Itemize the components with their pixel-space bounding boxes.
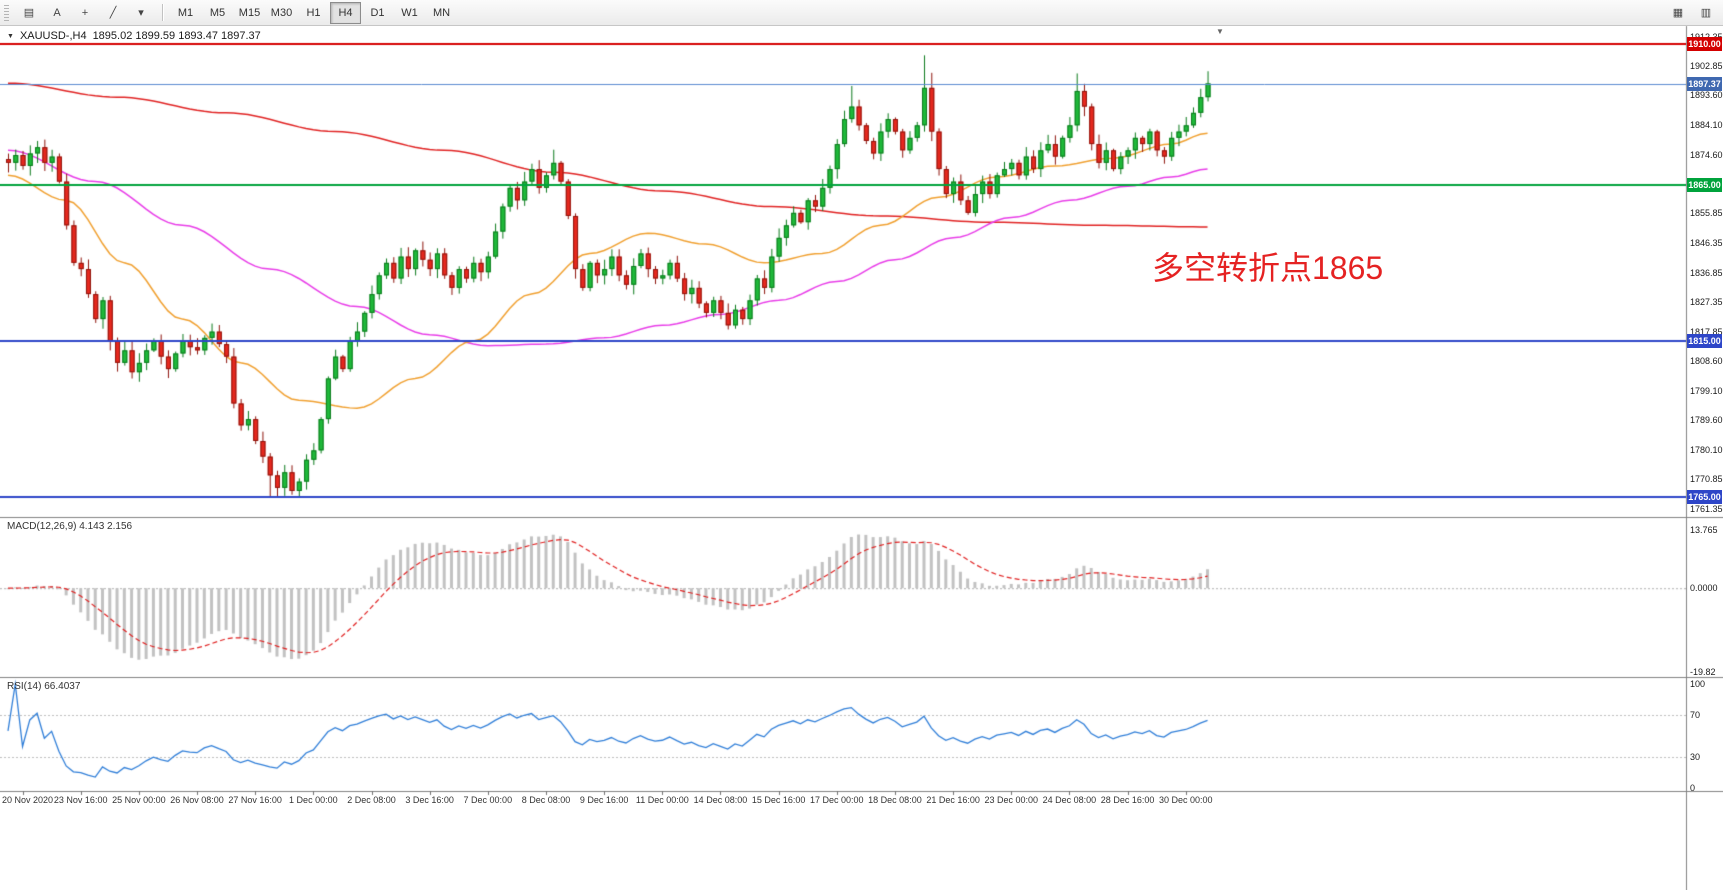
price-axis-label: 1855.85 [1690, 208, 1723, 219]
timeframe-m1[interactable]: M1 [177, 6, 194, 19]
price-badge-1865.00: 1865.00 [1687, 177, 1722, 192]
price-axis-label: 1799.10 [1690, 385, 1723, 396]
macd-axis-label: -19.82 [1690, 666, 1716, 677]
timeframe-group: M1 M5 M15 M30 H1 H4 D1 W1 MN [170, 1, 457, 24]
rsi-indicator-label: RSI(14) 66.4037 [7, 681, 81, 692]
price-axis-label: 1902.85 [1690, 61, 1723, 72]
timeframe-h1[interactable]: H1 [306, 6, 321, 19]
time-axis-label: 23 Dec 00:00 [984, 795, 1039, 805]
time-axis-label: 27 Nov 16:00 [228, 795, 282, 805]
annotation-text: 多空转折点1865 [1152, 250, 1384, 286]
chart-header: ▼ XAUUSD-,H4 1895.02 1899.59 1893.47 189… [7, 30, 261, 42]
macd-indicator-label: MACD(12,26,9) 4.143 2.156 [7, 521, 133, 532]
symbol-dropdown-icon[interactable]: ▼ [7, 32, 14, 40]
price-axis-label: 1780.10 [1690, 445, 1723, 456]
chart-ohlc-values: 1895.02 1899.59 1893.47 1897.37 [92, 30, 261, 42]
time-axis-label: 24 Dec 08:00 [1042, 795, 1097, 805]
price-axis-label: 1846.35 [1690, 237, 1723, 248]
time-axis-label: 18 Dec 08:00 [868, 795, 922, 805]
price-axis-label: 1827.35 [1690, 297, 1723, 308]
time-axis-label: 7 Dec 00:00 [463, 795, 513, 805]
timeframe-mn[interactable]: MN [432, 6, 451, 19]
price-axis-label: 1884.10 [1690, 120, 1723, 130]
price-axis-label: 1817.85 [1690, 327, 1723, 338]
price-badge-1910.00: 1910.00 [1687, 37, 1722, 52]
time-axis-label: 3 Dec 16:00 [405, 795, 454, 805]
timeframe-m30[interactable]: M30 [270, 6, 293, 19]
rsi-axis-label: 30 [1690, 751, 1701, 762]
toolbar-left-icons: ▤ A + ╱ ▾ [15, 2, 155, 24]
price-axis-label: 1770.85 [1690, 473, 1723, 484]
time-axis-label: 23 Nov 16:00 [53, 795, 108, 805]
timeframe-d1[interactable]: D1 [370, 6, 385, 19]
rsi-axis-label: 70 [1690, 710, 1701, 721]
time-axis-label: 8 Dec 08:00 [521, 795, 571, 805]
time-axis-label: 25 Nov 00:00 [112, 795, 166, 805]
rsi-axis-label: 100 [1690, 679, 1706, 689]
price-axis-label: 1912.35 [1690, 32, 1723, 42]
time-axis-label: 14 Dec 08:00 [693, 795, 748, 805]
time-axis-label: 28 Dec 16:00 [1100, 795, 1155, 805]
price-axis-label: 1836.85 [1690, 267, 1723, 278]
chart-shift-marker-icon[interactable]: ▼ [1216, 27, 1224, 36]
price-badge-1897.37: 1897.37 [1687, 76, 1722, 91]
time-axis-label: 20 Nov 2020 [2, 795, 54, 805]
toolbar-separator [162, 4, 163, 21]
tile-windows-icon[interactable]: ▦ [1672, 7, 1684, 19]
toolbar: ▤ A + ╱ ▾ M1 M5 M15 M30 H1 H4 D1 W1 MN ▦ ▥ [0, 0, 1723, 26]
crosshair-tool-icon[interactable]: + [81, 6, 89, 19]
toolbar-grip[interactable] [4, 4, 9, 21]
price-axis-label: 1789.60 [1690, 415, 1723, 426]
price-axis-label: 1808.60 [1690, 355, 1723, 366]
line-studies-icon[interactable]: ╱ [109, 7, 117, 19]
time-axis-label: 21 Dec 16:00 [926, 795, 980, 805]
window-layout-icon[interactable]: ▥ [1700, 7, 1712, 19]
toolbar-right-icons: ▦ ▥ [1664, 2, 1720, 24]
rsi-axis-label: 0 [1690, 783, 1696, 793]
price-axis-label: 1761.35 [1690, 503, 1723, 514]
time-axis-label: 30 Dec 00:00 [1158, 795, 1213, 805]
chart-symbol-period: XAUUSD-,H4 [19, 30, 87, 42]
charts-list-icon[interactable]: ▤ [23, 7, 35, 19]
time-axis-label: 1 Dec 00:00 [289, 795, 338, 805]
timeframe-h4[interactable]: H4 [330, 1, 361, 24]
time-axis-label: 17 Dec 00:00 [809, 795, 864, 805]
time-axis-label: 11 Dec 00:00 [635, 795, 689, 805]
time-axis-label: 2 Dec 08:00 [347, 795, 396, 805]
time-axis-label: 15 Dec 16:00 [751, 795, 806, 805]
timeframe-m5[interactable]: M5 [209, 6, 226, 19]
time-axis-label: 9 Dec 16:00 [579, 795, 629, 805]
timeframe-w1[interactable]: W1 [401, 6, 418, 19]
macd-axis-label: 13.765 [1690, 525, 1718, 535]
price-axis-label: 1893.60 [1690, 90, 1723, 101]
price-badge-1765.00: 1765.00 [1687, 490, 1722, 505]
price-axis-label: 1874.60 [1690, 149, 1723, 160]
price-badge-1815.00: 1815.00 [1687, 333, 1722, 348]
timeframe-m15[interactable]: M15 [238, 6, 261, 19]
text-tool-icon[interactable]: A [53, 6, 61, 19]
time-axis-label: 26 Nov 08:00 [170, 795, 224, 805]
macd-axis-label: 0.0000 [1690, 583, 1718, 594]
dropdown-arrow-icon[interactable]: ▾ [138, 7, 144, 19]
